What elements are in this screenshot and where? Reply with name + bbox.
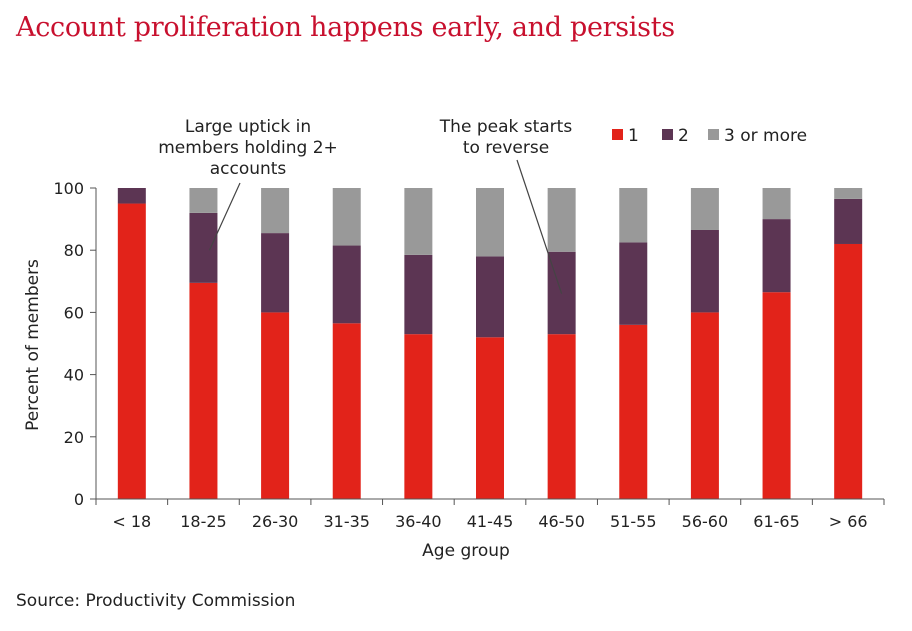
- bar-18-25-series-3-or-more: [189, 188, 218, 213]
- annotation-text: Large uptick in members holding 2+ account…: [158, 117, 338, 179]
- bar-66-series-2: [834, 198, 863, 244]
- bar-31-35-series-1: [332, 323, 361, 499]
- bar-18-series-2: [117, 188, 146, 204]
- x-tick-label: 26-30: [252, 512, 299, 531]
- x-tick-label: 18-25: [180, 512, 227, 531]
- annotation-text: The peak starts to reverse: [439, 117, 573, 158]
- legend-swatch-2: [662, 129, 673, 140]
- bar-18-series-1: [117, 203, 146, 500]
- x-tick-label: 31-35: [323, 512, 370, 531]
- x-axis-label: Age group: [422, 541, 510, 561]
- y-tick-label: 20: [64, 428, 84, 447]
- bar-36-40-series-3-or-more: [404, 188, 433, 255]
- bars: [117, 188, 863, 500]
- legend-label-3-or-more: 3 or more: [724, 126, 807, 146]
- bar-61-65-series-1: [762, 292, 791, 499]
- y-tick-label: 60: [64, 303, 84, 322]
- bar-18-25-series-2: [189, 212, 218, 283]
- bar-51-55-series-1: [619, 324, 648, 499]
- bar-56-60-series-3-or-more: [690, 188, 719, 230]
- legend-swatch-1: [612, 129, 623, 140]
- x-tick-label: < 18: [112, 512, 151, 531]
- annotation-pointer-line: [208, 182, 241, 251]
- bar-31-35-series-3-or-more: [332, 188, 361, 246]
- bar-41-45-series-1: [476, 337, 504, 499]
- y-tick-label: 0: [74, 490, 84, 509]
- y-tick-label: 100: [53, 179, 84, 198]
- bar-41-45-series-3-or-more: [476, 188, 504, 257]
- bar-46-50-series-1: [547, 334, 576, 499]
- x-tick-label: 51-55: [610, 512, 657, 531]
- bar-41-45-series-2: [476, 256, 504, 338]
- x-tick-label: 41-45: [467, 512, 514, 531]
- bar-46-50-series-3-or-more: [547, 188, 576, 252]
- legend-label-1: 1: [628, 126, 639, 146]
- bar-56-60-series-1: [690, 312, 719, 499]
- y-tick-label: 80: [64, 241, 84, 260]
- legend: 1 2 3 or more: [612, 126, 807, 146]
- bar-51-55-series-3-or-more: [619, 188, 648, 243]
- bar-56-60-series-2: [690, 229, 719, 313]
- bar-26-30-series-2: [261, 233, 290, 313]
- source-note: Source: Productivity Commission: [16, 591, 296, 611]
- chart-title: Account proliferation happens early, and…: [16, 12, 675, 43]
- x-axis: < 18 18-25 26-30 31-35 36-40 41-45 46-50 51-55 5…: [95, 498, 885, 531]
- y-axis-label: Percent of members: [23, 259, 43, 431]
- x-tick-label: 46-50: [538, 512, 585, 531]
- x-tick-label: 56-60: [682, 512, 729, 531]
- y-axis: 0 20 40 60 80 100: [53, 179, 97, 509]
- annotations: Large uptick in members holding 2+ account…: [158, 117, 572, 294]
- bar-26-30-series-3-or-more: [261, 188, 290, 234]
- legend-label-2: 2: [678, 126, 689, 146]
- bar-26-30-series-1: [261, 312, 290, 499]
- bar-61-65-series-3-or-more: [762, 188, 791, 220]
- x-tick-label: > 66: [829, 512, 868, 531]
- bar-31-35-series-2: [332, 245, 361, 324]
- annotation-pointer-line: [516, 159, 563, 294]
- x-tick-label: 61-65: [753, 512, 800, 531]
- bar-36-40-series-2: [404, 254, 433, 335]
- bar-66-series-3-or-more: [834, 188, 863, 199]
- bar-18-25-series-1: [189, 282, 218, 499]
- y-tick-label: 40: [64, 366, 84, 385]
- bar-51-55-series-2: [619, 242, 648, 325]
- bar-36-40-series-1: [404, 334, 433, 499]
- bar-66-series-1: [834, 243, 863, 499]
- legend-swatch-3-or-more: [708, 129, 719, 140]
- x-tick-label: 36-40: [395, 512, 442, 531]
- bar-61-65-series-2: [762, 219, 791, 293]
